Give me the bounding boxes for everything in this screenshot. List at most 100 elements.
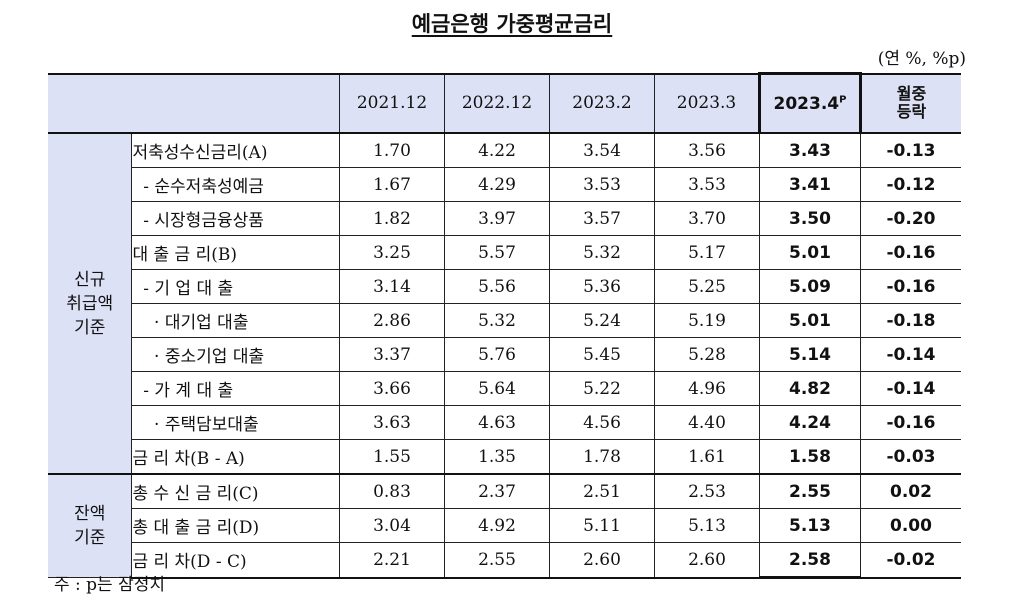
cell-monthly-change: -0.18 [860, 303, 961, 338]
cell-value: 5.25 [654, 269, 760, 304]
cell-value: 5.11 [549, 508, 655, 543]
group-new-transactions: 신규 취급액 기준 [48, 132, 133, 475]
row-label: · 중소기업 대출 [131, 337, 340, 372]
cell-value: 5.32 [444, 303, 550, 338]
cell-value: 2.51 [549, 473, 655, 509]
cell-value-highlight: 5.13 [759, 508, 861, 543]
cell-value: 5.36 [549, 269, 655, 304]
header-row: 2021.12 2022.12 2023.2 2023.3 2023.4P 월중… [48, 72, 961, 134]
cell-monthly-change: -0.16 [860, 405, 961, 440]
footnote: 주 : p는 잠정치 [54, 575, 166, 595]
cell-value: 1.61 [654, 439, 760, 475]
table-row: 금 리 차(D - C) 2.21 2.55 2.60 2.60 2.58 -0.02 [48, 542, 961, 579]
cell-monthly-change: -0.12 [860, 167, 961, 202]
cell-value: 3.37 [339, 337, 445, 372]
cell-monthly-change: -0.16 [860, 269, 961, 304]
cell-value: 5.24 [549, 303, 655, 338]
cell-value: 1.67 [339, 167, 445, 202]
change-header-line1: 월중 [896, 84, 927, 104]
cell-value-highlight: 4.24 [759, 405, 861, 440]
cell-value: 2.37 [444, 473, 550, 509]
table-row: · 대기업 대출 2.86 5.32 5.24 5.19 5.01 -0.18 [48, 303, 961, 338]
cell-monthly-change: -0.14 [860, 371, 961, 406]
cell-value-highlight: 5.14 [759, 337, 861, 372]
cell-value: 5.22 [549, 371, 655, 406]
cell-value: 3.66 [339, 371, 445, 406]
col-header: 2021.12 [339, 72, 445, 134]
table-row: · 주택담보대출 3.63 4.63 4.56 4.40 4.24 -0.16 [48, 405, 961, 440]
cell-value: 1.35 [444, 439, 550, 475]
cell-value: 3.56 [654, 132, 760, 168]
col-header: 2023.2 [549, 72, 655, 134]
row-label: 총 수 신 금 리(C) [131, 473, 340, 509]
cell-value: 5.45 [549, 337, 655, 372]
cell-value: 5.28 [654, 337, 760, 372]
cell-value: 3.97 [444, 201, 550, 236]
cell-value-highlight: 1.58 [759, 439, 861, 475]
col-header-change: 월중 등락 [860, 72, 961, 134]
cell-value: 1.55 [339, 439, 445, 475]
cell-value: 5.19 [654, 303, 760, 338]
cell-value: 4.63 [444, 405, 550, 440]
cell-value-highlight: 5.01 [759, 303, 861, 338]
header-corner [48, 72, 340, 134]
table-row: 총 대 출 금 리(D) 3.04 4.92 5.11 5.13 5.13 0.00 [48, 508, 961, 543]
cell-value-highlight: 5.01 [759, 235, 861, 270]
cell-value: 0.83 [339, 473, 445, 509]
cell-value-highlight: 3.43 [759, 132, 861, 168]
row-label: 저축성수신금리(A) [131, 132, 340, 168]
row-label: · 주택담보대출 [131, 405, 340, 440]
cell-value: 2.60 [654, 542, 760, 579]
cell-value: 3.53 [654, 167, 760, 202]
col-header: 2022.12 [444, 72, 550, 134]
cell-monthly-change: -0.03 [860, 439, 961, 475]
cell-value: 3.54 [549, 132, 655, 168]
table-title: 예금은행 가중평균금리 [411, 12, 613, 36]
cell-value-highlight: 4.82 [759, 371, 861, 406]
row-label: 총 대 출 금 리(D) [131, 508, 340, 543]
cell-value: 2.53 [654, 473, 760, 509]
cell-monthly-change: -0.13 [860, 132, 961, 168]
cell-value: 3.14 [339, 269, 445, 304]
col-header: 2023.3 [654, 72, 760, 134]
group-label-line: 기준 [74, 528, 106, 548]
row-label: - 기 업 대 출 [131, 269, 340, 304]
cell-value: 3.57 [549, 201, 655, 236]
provisional-mark: P [839, 93, 847, 105]
col-header-highlight: 2023.4P [758, 72, 862, 134]
cell-value: 4.22 [444, 132, 550, 168]
unit-label: (연 %, %p) [877, 49, 966, 69]
table-row: 신규 취급액 기준 저축성수신금리(A) 1.70 4.22 3.54 3.56 3.43 -0.… [48, 132, 961, 475]
table-row: 금 리 차(B - A) 1.55 1.35 1.78 1.61 1.58 -0.03 [48, 439, 961, 475]
cell-value-highlight: 3.41 [759, 167, 861, 202]
cell-value: 3.04 [339, 508, 445, 543]
cell-value: 5.64 [444, 371, 550, 406]
cell-value: 2.55 [444, 542, 550, 579]
table-row: - 시장형금융상품 1.82 3.97 3.57 3.70 3.50 -0.20 [48, 201, 961, 236]
table-row: - 기 업 대 출 3.14 5.56 5.36 5.25 5.09 -0.16 [48, 269, 961, 304]
cell-value: 5.32 [549, 235, 655, 270]
cell-value: 4.56 [549, 405, 655, 440]
cell-value-highlight: 2.55 [759, 473, 861, 509]
row-label: 금 리 차(B - A) [131, 439, 340, 475]
row-label: - 가 계 대 출 [131, 371, 340, 406]
cell-value: 2.60 [549, 542, 655, 579]
cell-value-highlight: 3.50 [759, 201, 861, 236]
row-label: 금 리 차(D - C) [131, 542, 340, 579]
row-label: - 순수저축성예금 [131, 167, 340, 202]
cell-value: 4.40 [654, 405, 760, 440]
cell-value-highlight: 2.58 [759, 542, 861, 579]
highlight-period: 2023.4 [773, 93, 840, 114]
group-label-line: 신규 [74, 269, 106, 290]
cell-monthly-change: 0.00 [860, 508, 961, 543]
interest-rate-table: 2021.12 2022.12 2023.2 2023.3 2023.4P 월중… [48, 72, 961, 579]
group-label-line: 잔액 [74, 504, 106, 524]
cell-value: 5.17 [654, 235, 760, 270]
cell-value: 5.57 [444, 235, 550, 270]
row-label: · 대기업 대출 [131, 303, 340, 338]
cell-value: 3.25 [339, 235, 445, 270]
table-row: 잔액 기준 총 수 신 금 리(C) 0.83 2.37 2.51 2.53 2.55 0.02 [48, 473, 961, 578]
cell-value: 1.78 [549, 439, 655, 475]
cell-value: 5.13 [654, 508, 760, 543]
